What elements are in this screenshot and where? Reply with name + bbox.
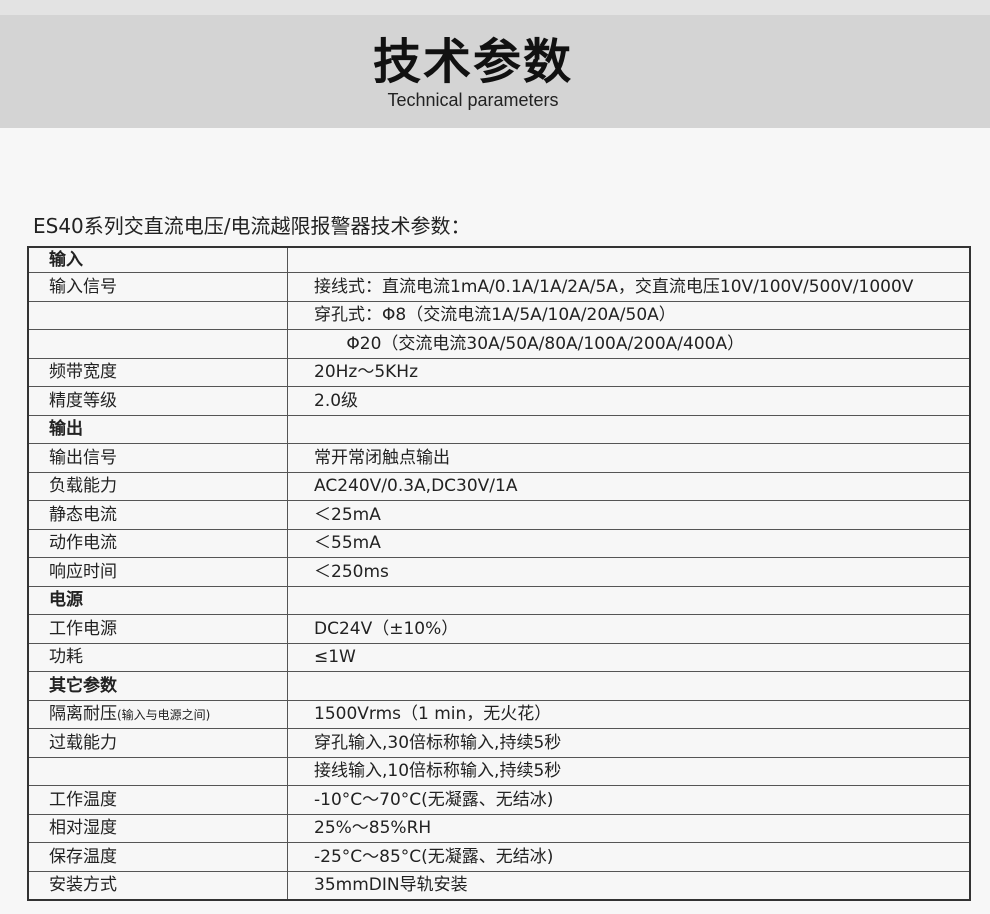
row-label: 输出信号: [27, 443, 288, 473]
row-label: 输入: [27, 246, 288, 273]
label-text: 电源: [49, 590, 83, 611]
table-row: 功耗 ≤1W: [27, 642, 971, 672]
label-text: 输出: [49, 419, 83, 440]
row-label: 静态电流: [27, 500, 288, 530]
row-label: 输入信号: [27, 272, 288, 302]
row-label: 电源: [27, 585, 288, 615]
label-text: 工作温度: [49, 789, 117, 810]
label-text: 精度等级: [49, 390, 117, 411]
row-label: 保存温度: [27, 842, 288, 872]
row-value: [287, 671, 971, 701]
label-text: 功耗: [49, 647, 83, 668]
table-row: 穿孔式：Φ8（交流电流1A/5A/10A/20A/50A）: [27, 300, 971, 330]
row-label: 安装方式: [27, 870, 288, 901]
row-label: [27, 756, 288, 786]
table-row: 安装方式 35mmDIN导轨安装: [27, 870, 971, 901]
row-label: 其它参数: [27, 671, 288, 701]
row-value: [287, 414, 971, 444]
table-row: 输出信号 常开常闭触点输出: [27, 443, 971, 473]
row-value: 20Hz～5KHz: [287, 357, 971, 387]
label-text: 隔离耐压: [49, 703, 117, 724]
row-value: [287, 585, 971, 615]
row-value: ＜55mA: [287, 528, 971, 558]
table-row: 相对湿度 25%～85%RH: [27, 813, 971, 843]
row-value: 25%～85%RH: [287, 813, 971, 843]
table-caption: ES40系列交直流电压/电流越限报警器技术参数：: [33, 214, 471, 238]
label-text: 负载能力: [49, 476, 117, 497]
label-text: 安装方式: [49, 875, 117, 896]
top-strip: [0, 0, 990, 15]
row-label: 相对湿度: [27, 813, 288, 843]
row-value: Φ20（交流电流30A/50A/80A/100A/200A/400A）: [287, 329, 971, 359]
row-value: ≤1W: [287, 642, 971, 672]
row-label: 功耗: [27, 642, 288, 672]
row-label: 过载能力: [27, 728, 288, 758]
table-row: 工作温度 -10°C～70°C(无凝露、无结冰): [27, 785, 971, 815]
row-label: 精度等级: [27, 386, 288, 416]
row-value: AC240V/0.3A,DC30V/1A: [287, 471, 971, 501]
page-title: 技术参数: [372, 34, 573, 90]
row-label: [27, 300, 288, 330]
row-value: ＜250ms: [287, 557, 971, 587]
header-band: [0, 15, 990, 128]
row-label: 输出: [27, 414, 288, 444]
label-text: 相对湿度: [49, 818, 117, 839]
table-row: 隔离耐压(输入与电源之间) 1500Vrms（1 min，无火花）: [27, 699, 971, 729]
row-value: 35mmDIN导轨安装: [287, 870, 971, 901]
row-label: 隔离耐压(输入与电源之间): [27, 699, 288, 729]
row-value: 2.0级: [287, 386, 971, 416]
label-text: 其它参数: [49, 675, 117, 696]
label-text: 静态电流: [49, 504, 117, 525]
table-row: 动作电流 ＜55mA: [27, 528, 971, 558]
row-label: 工作电源: [27, 614, 288, 644]
row-value: 常开常闭触点输出: [287, 443, 971, 473]
table-row: 输入信号 接线式：直流电流1mA/0.1A/1A/2A/5A，交直流电压10V/1…: [27, 272, 971, 302]
section-row: 输入: [27, 246, 971, 273]
row-value: 穿孔式：Φ8（交流电流1A/5A/10A/20A/50A）: [287, 300, 971, 330]
label-text: 输入: [49, 250, 83, 270]
row-value: -25°C～85°C(无凝露、无结冰): [287, 842, 971, 872]
label-text: 输入信号: [49, 276, 117, 297]
row-value: DC24V（±10%）: [287, 614, 971, 644]
table-row: 过载能力 穿孔输入,30倍标称输入,持续5秒: [27, 728, 971, 758]
label-text: 过载能力: [49, 732, 117, 753]
row-label: 工作温度: [27, 785, 288, 815]
section-row: 电源: [27, 585, 971, 615]
row-value: [287, 246, 971, 273]
label-text: 保存温度: [49, 846, 117, 867]
table-row: 保存温度 -25°C～85°C(无凝露、无结冰): [27, 842, 971, 872]
row-label: 动作电流: [27, 528, 288, 558]
row-value: -10°C～70°C(无凝露、无结冰): [287, 785, 971, 815]
table-row: 响应时间 ＜250ms: [27, 557, 971, 587]
row-value: 穿孔输入,30倍标称输入,持续5秒: [287, 728, 971, 758]
row-value: ＜25mA: [287, 500, 971, 530]
section-row: 输出: [27, 414, 971, 444]
table-row: 频带宽度 20Hz～5KHz: [27, 357, 971, 387]
label-text: 频带宽度: [49, 362, 117, 383]
table-row: 工作电源 DC24V（±10%）: [27, 614, 971, 644]
label-note: (输入与电源之间): [117, 707, 211, 722]
row-label: 响应时间: [27, 557, 288, 587]
page-subtitle: Technical parameters: [387, 90, 559, 110]
label-text: 工作电源: [49, 618, 117, 639]
table-row: 静态电流 ＜25mA: [27, 500, 971, 530]
row-value: 接线式：直流电流1mA/0.1A/1A/2A/5A，交直流电压10V/100V/…: [287, 272, 971, 302]
table-row: 负载能力 AC240V/0.3A,DC30V/1A: [27, 471, 971, 501]
label-text: 响应时间: [49, 561, 117, 582]
row-label: [27, 329, 288, 359]
row-label: 频带宽度: [27, 357, 288, 387]
spec-table: 输入输入信号 接线式：直流电流1mA/0.1A/1A/2A/5A，交直流电压10V…: [27, 246, 971, 901]
label-text: 动作电流: [49, 533, 117, 554]
table-row: Φ20（交流电流30A/50A/80A/100A/200A/400A）: [27, 329, 971, 359]
row-value: 1500Vrms（1 min，无火花）: [287, 699, 971, 729]
section-row: 其它参数: [27, 671, 971, 701]
label-text: 输出信号: [49, 447, 117, 468]
table-row: 精度等级 2.0级: [27, 386, 971, 416]
row-value: 接线输入,10倍标称输入,持续5秒: [287, 756, 971, 786]
row-label: 负载能力: [27, 471, 288, 501]
table-row: 接线输入,10倍标称输入,持续5秒: [27, 756, 971, 786]
